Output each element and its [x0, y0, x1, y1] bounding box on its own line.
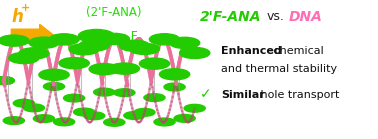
Circle shape: [154, 118, 175, 126]
Circle shape: [3, 117, 25, 125]
Circle shape: [74, 108, 95, 116]
Text: h: h: [11, 8, 23, 26]
Text: Similar: Similar: [221, 90, 265, 100]
Circle shape: [0, 77, 14, 85]
Circle shape: [19, 48, 49, 59]
Circle shape: [43, 83, 65, 90]
Circle shape: [129, 43, 160, 54]
Circle shape: [169, 37, 200, 48]
Text: Enhanced: Enhanced: [221, 46, 282, 56]
Circle shape: [149, 34, 180, 45]
Circle shape: [109, 63, 139, 74]
Circle shape: [79, 40, 109, 51]
Circle shape: [23, 104, 45, 112]
Circle shape: [64, 94, 85, 102]
Text: 2'F-ANA: 2'F-ANA: [200, 10, 262, 24]
Circle shape: [114, 89, 135, 97]
Circle shape: [9, 53, 39, 64]
Circle shape: [69, 44, 99, 55]
Circle shape: [39, 69, 69, 80]
Text: ✓: ✓: [200, 49, 212, 63]
Circle shape: [180, 47, 210, 59]
Circle shape: [49, 34, 79, 45]
Circle shape: [89, 64, 119, 75]
Circle shape: [184, 104, 205, 112]
Text: = F: = F: [116, 30, 138, 43]
Circle shape: [29, 37, 59, 48]
Circle shape: [164, 83, 185, 91]
Text: and thermal stability: and thermal stability: [221, 64, 337, 75]
Circle shape: [53, 118, 74, 126]
Circle shape: [94, 88, 115, 96]
Circle shape: [119, 40, 150, 51]
Circle shape: [59, 58, 89, 69]
Circle shape: [0, 77, 14, 85]
Text: (2'F-ANA): (2'F-ANA): [86, 6, 141, 19]
Text: chemical: chemical: [270, 46, 323, 56]
Circle shape: [139, 58, 170, 69]
Circle shape: [124, 112, 145, 119]
Circle shape: [99, 33, 129, 44]
Circle shape: [134, 108, 155, 116]
Circle shape: [78, 29, 115, 43]
Circle shape: [0, 35, 29, 46]
FancyArrow shape: [11, 24, 55, 48]
Text: DNA: DNA: [289, 10, 323, 24]
Text: +: +: [21, 3, 30, 13]
Text: vs.: vs.: [266, 10, 284, 23]
Circle shape: [33, 115, 54, 122]
Circle shape: [160, 69, 190, 80]
Circle shape: [104, 118, 125, 126]
Circle shape: [13, 99, 34, 107]
Circle shape: [84, 112, 105, 120]
Circle shape: [174, 115, 195, 122]
Circle shape: [144, 94, 165, 101]
Text: hole transport: hole transport: [257, 90, 339, 100]
Text: ✓: ✓: [200, 88, 212, 101]
